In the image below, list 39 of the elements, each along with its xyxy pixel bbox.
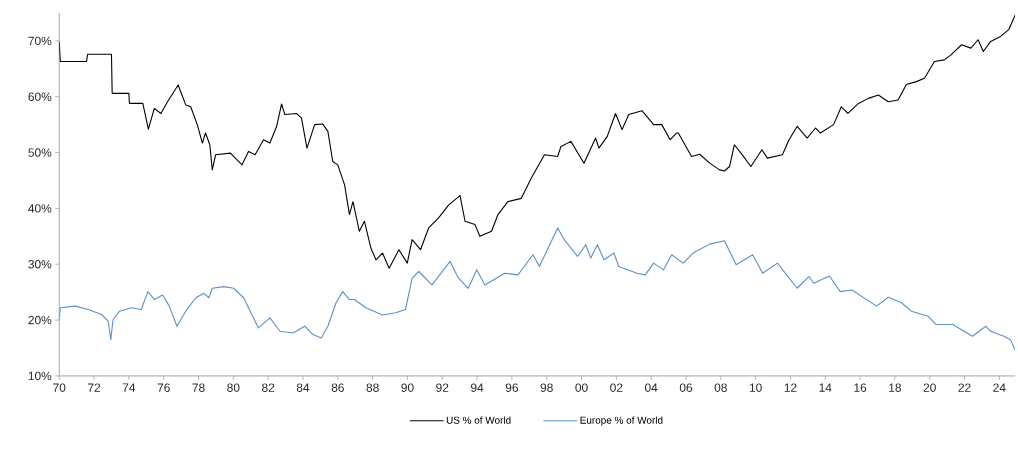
x-tick-label: 72 (88, 383, 101, 392)
x-tick-label: 20 (923, 383, 936, 393)
x-tick-label: 14 (819, 383, 832, 392)
x-tick-label: 08 (714, 383, 727, 393)
y-tick-label: 30% (28, 260, 52, 269)
x-tick-label: 96 (505, 383, 518, 393)
x-tick-label: 02 (610, 383, 623, 393)
x-tick-label: 90 (401, 383, 414, 393)
x-tick-label: 74 (122, 383, 136, 392)
x-tick-label: 94 (470, 383, 484, 393)
x-tick-label: 18 (889, 383, 902, 393)
x-tick-label: 00 (575, 383, 588, 393)
x-tick-label: 10 (749, 383, 762, 393)
y-tick-label: 40% (28, 204, 52, 213)
x-tick-label: 88 (366, 383, 379, 393)
x-tick-label: 16 (854, 383, 867, 393)
y-tick-label: 70% (28, 36, 52, 46)
legend-label: US % of World (446, 416, 511, 424)
line-series (59, 14, 1016, 269)
x-tick-label: 76 (157, 383, 170, 393)
x-tick-label: 92 (436, 383, 449, 393)
x-tick-label: 70 (53, 383, 66, 393)
x-tick-label: 80 (227, 383, 240, 393)
x-tick-label: 98 (540, 383, 553, 393)
x-tick-label: 06 (679, 383, 693, 393)
x-tick-label: 78 (192, 383, 205, 393)
x-tick-label: 04 (644, 383, 658, 393)
x-tick-label: 84 (296, 383, 310, 393)
x-tick-label: 82 (262, 383, 275, 393)
x-tick-label: 24 (993, 383, 1006, 392)
x-tick-label: 86 (331, 383, 344, 393)
line-series (59, 227, 1016, 351)
y-tick-label: 10% (28, 371, 52, 381)
x-tick-label: 22 (958, 383, 971, 392)
y-tick-label: 50% (28, 148, 52, 157)
legend-label: Europe % of World (580, 416, 663, 426)
y-tick-label: 20% (28, 316, 52, 325)
y-tick-label: 60% (28, 92, 52, 102)
x-tick-label: 12 (784, 383, 797, 392)
